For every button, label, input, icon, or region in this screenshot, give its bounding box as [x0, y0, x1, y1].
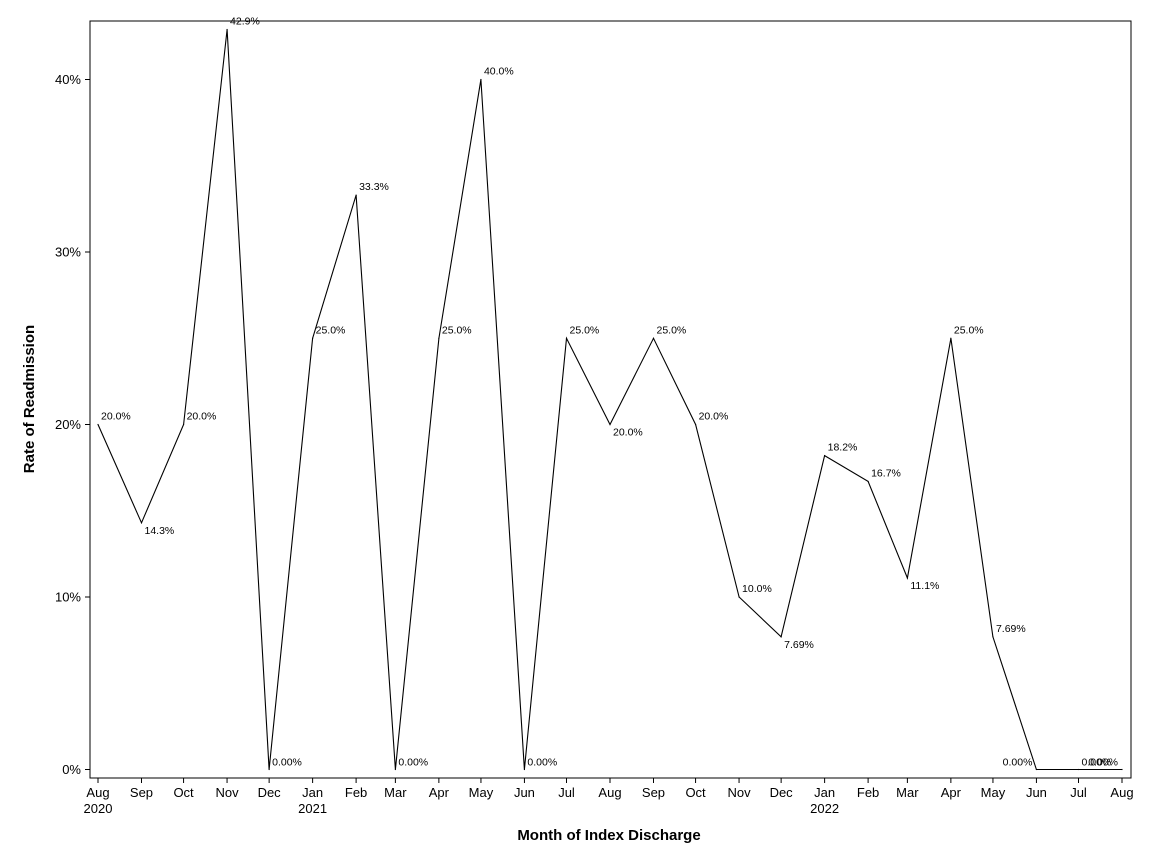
x-tick-label: Oct: [685, 785, 706, 800]
data-point: [97, 423, 99, 426]
data-point: [182, 423, 185, 426]
x-tick-label: Feb: [345, 785, 367, 800]
data-point: [565, 337, 568, 339]
data-label: 0.00%: [527, 757, 557, 769]
x-tick-label: Sep: [642, 785, 665, 800]
data-label: 25.0%: [316, 324, 346, 336]
x-tick-label: Jun: [1026, 785, 1047, 800]
x-tick-label: Dec: [770, 785, 794, 800]
data-label: 11.1%: [910, 580, 939, 592]
x-tick-label: Jan: [302, 785, 323, 800]
data-label: 20.0%: [101, 411, 131, 423]
data-point: [523, 768, 526, 771]
data-label: 0.00%: [1003, 757, 1033, 769]
x-tick-label: Jul: [558, 785, 575, 800]
data-point: [824, 454, 826, 457]
y-tick-label: 40%: [55, 72, 81, 87]
x-tick-label: Feb: [857, 785, 879, 800]
data-point: [906, 577, 908, 579]
x-tick-label: Apr: [429, 785, 450, 800]
data-label: 18.2%: [828, 442, 858, 454]
data-label: 0.00%: [1088, 757, 1118, 769]
data-point: [394, 768, 396, 771]
data-label: 0.00%: [398, 757, 428, 769]
data-label: 25.0%: [954, 324, 984, 336]
x-axis-title: Month of Index Discharge: [517, 827, 700, 844]
x-year-label: 2022: [810, 801, 839, 816]
data-point: [312, 337, 314, 339]
data-label: 25.0%: [656, 324, 686, 336]
x-tick-label: Nov: [215, 785, 239, 800]
y-tick-label: 30%: [55, 245, 81, 260]
data-label: 20.0%: [187, 411, 217, 423]
data-point: [694, 423, 697, 426]
series-line: [97, 29, 1122, 771]
data-point: [1121, 768, 1123, 771]
data-label: 0.00%: [1082, 757, 1112, 769]
x-tick-label: Jan: [814, 785, 835, 800]
data-point: [950, 337, 952, 339]
x-tick-label: Mar: [896, 785, 919, 800]
y-tick-label: 0%: [62, 762, 81, 777]
data-point: [652, 337, 655, 339]
x-tick-label: Aug: [1110, 785, 1133, 800]
y-tick-label: 10%: [55, 590, 81, 605]
x-tick-label: Nov: [727, 785, 751, 800]
data-point: [226, 28, 228, 31]
data-point: [1035, 768, 1038, 771]
plot-frame: [89, 20, 1132, 779]
data-point: [438, 337, 440, 339]
x-tick-label: May: [981, 785, 1006, 800]
data-point: [355, 194, 357, 196]
data-point: [780, 636, 782, 638]
data-label: 42.9%: [230, 15, 260, 27]
x-tick-label: Sep: [130, 785, 153, 800]
x-tick-label: Aug: [86, 785, 109, 800]
data-point: [738, 596, 740, 598]
data-point: [480, 78, 482, 81]
data-label: 33.3%: [359, 181, 389, 193]
data-label: 14.3%: [144, 525, 174, 537]
data-label: 25.0%: [442, 324, 472, 336]
data-point: [992, 636, 994, 638]
data-label: 40.0%: [484, 66, 514, 78]
data-label: 10.0%: [742, 583, 772, 595]
x-tick-label: Dec: [258, 785, 282, 800]
data-point: [140, 522, 143, 524]
x-tick-label: Aug: [598, 785, 621, 800]
data-point: [1077, 768, 1080, 771]
x-year-label: 2021: [298, 801, 327, 816]
x-tick-label: Oct: [173, 785, 194, 800]
data-label: 16.7%: [871, 467, 901, 479]
y-axis-title: Rate of Readmission: [21, 325, 38, 473]
data-point: [609, 423, 611, 426]
data-label: 25.0%: [570, 324, 600, 336]
x-tick-label: Jul: [1070, 785, 1087, 800]
x-tick-label: Apr: [941, 785, 962, 800]
data-label: 20.0%: [613, 427, 643, 439]
data-label: 20.0%: [699, 411, 729, 423]
x-tick-label: Jun: [514, 785, 535, 800]
x-tick-label: May: [469, 785, 494, 800]
data-point: [268, 768, 270, 771]
data-label: 7.69%: [996, 623, 1026, 635]
data-label: 0.00%: [272, 757, 302, 769]
y-tick-label: 20%: [55, 417, 81, 432]
data-point: [867, 480, 869, 483]
x-tick-label: Mar: [384, 785, 407, 800]
data-label: 7.69%: [784, 639, 814, 651]
x-year-label: 2020: [84, 801, 113, 816]
